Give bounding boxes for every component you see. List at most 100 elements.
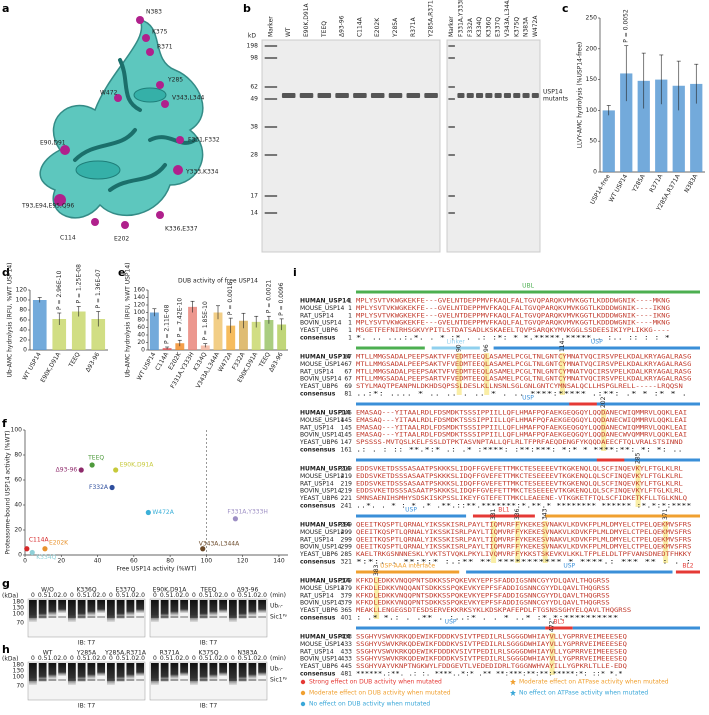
start-number: 365 [341, 607, 353, 614]
sic-band [106, 679, 115, 681]
species-label: BOVIN_USP14 [300, 656, 342, 663]
sic-band [199, 679, 208, 681]
domain-bar [545, 514, 700, 518]
point [145, 509, 151, 516]
lane-label: TEEQ [321, 21, 328, 38]
smear [28, 663, 37, 685]
domain-bar [356, 402, 700, 406]
kda-label: 100 [13, 611, 25, 618]
y-tick-label: 250 [586, 15, 598, 22]
time-label: 0.5 [38, 592, 48, 599]
position-label: 285 [635, 452, 642, 464]
time-label: 0 [153, 592, 157, 599]
smear [48, 600, 57, 616]
start-number: 1 [348, 335, 352, 342]
residue-label: Y285 [167, 77, 183, 84]
species-label: consensus [300, 671, 336, 678]
sic-band [248, 679, 257, 681]
domain-label: USP [591, 339, 603, 346]
protein-band [457, 93, 465, 98]
smear [126, 663, 135, 679]
highlight [601, 409, 607, 451]
time-label: 2.0 [218, 655, 228, 662]
lane-label: R371A [410, 16, 417, 37]
species-label: MOUSE_USP14 [300, 361, 345, 368]
sequence: *. .. ...:.*. . * :* . .: :*: * *.*****.… [356, 335, 670, 342]
protein-band [466, 93, 474, 98]
time-label: 0.5 [77, 655, 87, 662]
sequence: QEEITKQSPTLQRNALYIKSSKISRLPAYLTIQMVRFFYK… [356, 529, 692, 536]
species-label: BOVIN_USP14 [300, 600, 342, 607]
smear [28, 600, 37, 622]
marker-band [264, 57, 278, 59]
species-label: YEAST_UBP6 [299, 439, 338, 446]
point-label: F331A,Y333H [227, 508, 268, 515]
p-value: P = 2.11E-08 [164, 304, 171, 344]
sequence: SMNSAENIHSMHYSDSKISKPSSLIKEYFGTEFETTMKCL… [356, 495, 688, 502]
band-label: USP14 [543, 89, 563, 96]
domain-bar [466, 570, 673, 574]
start-number: 299 [341, 522, 353, 529]
marker-band [448, 126, 455, 128]
smear [189, 600, 198, 622]
sequence: QEEITKQSPTLQRNALYIKSSKISRLPAYLTIQMVRFFYK… [356, 536, 692, 543]
panel-label: f [2, 417, 7, 430]
sequence: EDDSVKETDSSSASAATPSKKKSLIDQFFGVEFETTMKCT… [356, 480, 683, 487]
sic-band [238, 616, 247, 618]
sequence: MSGETFEFNIRHSGKVYPITLSTDATSADLKSKAEELTQV… [356, 327, 670, 334]
y-tick-label: 40 [14, 502, 22, 509]
sequence: EMASAQ---YITAALRDLFDSMDKTSSSIPPIILLQFLHM… [356, 424, 688, 431]
lane-label: E90K,D91A [303, 2, 310, 37]
sic-band [67, 616, 76, 618]
sequence: KAELTRKGSNNNESKLYVKTSTVQKLPKYLIVQMVRFFYK… [356, 551, 692, 558]
residue-label: K336,E337 [165, 226, 198, 233]
kda-label: 70 [16, 683, 24, 690]
time-label: 0.5 [238, 592, 248, 599]
sequence: EDDSVKETDSSSASAATPSKKKSLIDQFFGVEFETTMKCT… [356, 466, 683, 473]
start-number: 433 [341, 648, 353, 655]
start-number: 1 [348, 327, 352, 334]
smear [219, 663, 228, 676]
start-number: 145 [341, 417, 353, 424]
sic-band [87, 679, 96, 681]
species-label: HUMAN_USP14 [300, 354, 350, 361]
sic-band [199, 616, 208, 618]
bar [637, 80, 650, 172]
start-number: 379 [341, 600, 353, 607]
species-label: consensus [300, 447, 336, 454]
domain-bar [356, 626, 546, 630]
time-label: 2.0 [257, 655, 267, 662]
highlight [663, 521, 669, 563]
y-tick-label: 100 [586, 107, 598, 114]
kda-unit: kD [248, 33, 256, 40]
point [24, 546, 30, 552]
domain-label: USP-AAA interface [380, 563, 435, 570]
position-label: 202 [600, 396, 607, 408]
sic-band [189, 679, 198, 681]
bar [602, 110, 615, 172]
time-label: 2.0 [96, 655, 106, 662]
sic-band [150, 679, 159, 681]
y-tick-label: 160 [134, 287, 146, 294]
marker-band [448, 57, 455, 59]
blot [149, 661, 268, 701]
position-label: 343 [542, 508, 549, 520]
p-value: P = 1.36E-07 [95, 269, 102, 309]
species-label: YEAST_UBP6 [299, 607, 338, 614]
kda-label: 38 [250, 124, 258, 131]
legend-symbol [300, 690, 306, 696]
point [109, 484, 115, 491]
kda-label: 198 [247, 43, 259, 50]
start-number: 285 [341, 551, 353, 558]
species-label: BOVIN_USP14 [300, 376, 342, 383]
sic-band [248, 616, 257, 618]
y-tick-label: 20 [14, 527, 22, 534]
start-number: 219 [341, 473, 353, 480]
species-label: BOVIN_USP14 [300, 320, 342, 327]
species-label: consensus [300, 335, 336, 342]
protein-band [299, 93, 314, 98]
group-label: Y285A,R371A [104, 650, 147, 657]
sic-band [209, 679, 218, 681]
domain-bar [493, 346, 700, 350]
highlight [491, 521, 497, 563]
